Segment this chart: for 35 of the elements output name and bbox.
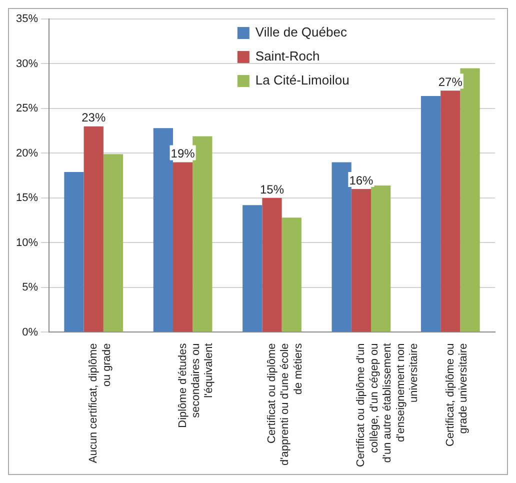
bar (103, 154, 124, 332)
y-tick-label: 5% (22, 282, 38, 294)
y-tick-label: 30% (16, 58, 38, 70)
x-tick-label: Diplôme d'études secondaires ou l'équivalent (176, 342, 216, 428)
bar (242, 205, 262, 332)
bar (351, 189, 372, 332)
x-tick-label: Certificat ou diplôme d'un collège, d'un cégep ou d'un autre établissement d'enseignement non universitaire (355, 343, 420, 468)
x-tick-label: Certificat ou diplôme d'apprenti ou d'une école de métiers (266, 342, 304, 466)
bar (192, 136, 212, 332)
bar (420, 96, 441, 332)
data-label: 19% (170, 146, 196, 160)
x-tick-label: Aucun certificat, diplôme ou grade (88, 343, 113, 464)
y-tick-label: 35% (16, 13, 38, 26)
data-label: 16% (349, 173, 374, 188)
bar (173, 162, 193, 332)
legend-label: Saint-Roch (255, 48, 320, 64)
data-label: 23% (82, 110, 106, 125)
bar (84, 126, 104, 332)
legend-label: Ville de Québec (255, 24, 348, 40)
bar (332, 162, 352, 332)
legend-label: La Cité-Limoilou (255, 72, 350, 88)
data-label: 15% (260, 182, 284, 196)
y-tick-label: 25% (16, 102, 38, 115)
y-tick-label: 15% (16, 192, 38, 204)
bar (153, 128, 173, 332)
bar (64, 172, 84, 332)
bar (262, 198, 282, 332)
y-tick-label: 20% (16, 147, 38, 160)
bar (371, 185, 391, 332)
y-tick-label: 0% (22, 326, 38, 338)
data-label: 27% (438, 74, 463, 89)
y-tick-label: 10% (16, 236, 38, 249)
bar (440, 90, 460, 332)
bar (460, 68, 480, 332)
bar (282, 218, 302, 332)
